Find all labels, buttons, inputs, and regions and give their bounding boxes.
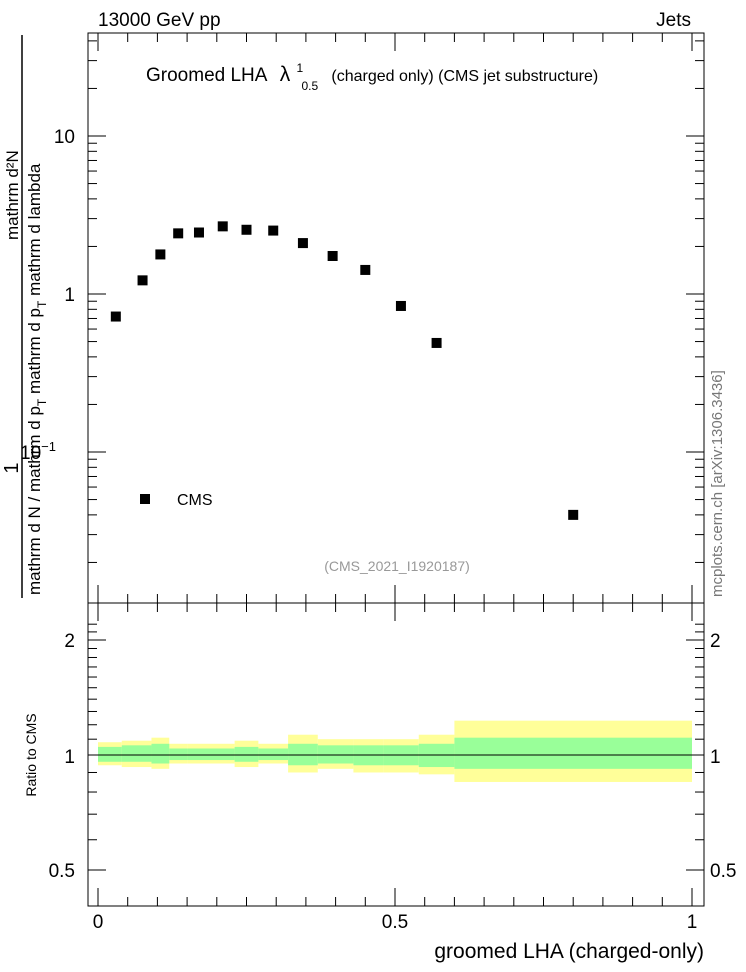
ytick-label-10: 10 bbox=[54, 127, 75, 148]
cms-data-point bbox=[568, 509, 579, 520]
ratio-band-inner bbox=[187, 748, 235, 761]
ratio-band-inner bbox=[258, 748, 289, 761]
ratio-ytick-0.5-right: 0.5 bbox=[710, 861, 736, 882]
ratio-y-ticks bbox=[88, 623, 704, 871]
cms-data-point bbox=[241, 224, 252, 235]
ratio-ytick-2-right: 2 bbox=[710, 631, 721, 652]
plot-title-symbol: λ bbox=[280, 63, 291, 86]
cms-data-markers bbox=[110, 221, 579, 520]
main-y-ticks bbox=[88, 40, 704, 563]
x-axis-label: groomed LHA (charged-only) bbox=[434, 940, 704, 963]
header-energy-label: 13000 GeV pp bbox=[98, 10, 221, 31]
ratio-band-inner bbox=[454, 737, 692, 769]
ytick-label-0.1-base: 10 bbox=[20, 443, 41, 464]
xtick-label-0: 0 bbox=[93, 912, 104, 933]
analysis-id: (CMS_2021_I1920187) bbox=[324, 558, 470, 574]
ratio-band-inner bbox=[121, 745, 152, 762]
cms-data-point bbox=[268, 225, 279, 236]
legend-marker bbox=[140, 494, 150, 504]
main-y-axis-label: 1 mathrm d N / mathrm d pT mathrm d pT m… bbox=[1, 35, 50, 598]
ratio-band-inner bbox=[317, 745, 354, 764]
ytick-label-1: 1 bbox=[64, 285, 75, 306]
ratio-ytick-1-right: 1 bbox=[710, 747, 721, 768]
cms-data-point bbox=[155, 249, 166, 260]
plot-title-main: Groomed LHA bbox=[146, 65, 268, 86]
header-process-label: Jets bbox=[656, 10, 691, 31]
ylabel-denominator: mathrm d N / mathrm d pT mathrm d pT mat… bbox=[25, 163, 50, 595]
xtick-label-0.5: 0.5 bbox=[382, 912, 408, 933]
ylabel-one: 1 bbox=[1, 462, 23, 473]
cms-data-point bbox=[193, 227, 204, 238]
ytick-label-0.1: 10−1 bbox=[20, 439, 56, 464]
ratio-band-inner bbox=[234, 746, 259, 762]
cms-data-point bbox=[217, 221, 228, 232]
plot-title-sub: 0.5 bbox=[301, 79, 318, 93]
main-plot-frame bbox=[87, 32, 705, 604]
cms-data-point bbox=[110, 311, 121, 322]
cms-data-point bbox=[360, 264, 371, 275]
ytick-label-0.1-exp: −1 bbox=[41, 439, 56, 454]
cms-data-point bbox=[297, 238, 308, 249]
cms-data-point bbox=[173, 228, 184, 239]
main-x-ticks bbox=[97, 33, 693, 603]
ratio-ytick-0.5-left: 0.5 bbox=[49, 861, 75, 882]
ratio-ytick-2-left: 2 bbox=[64, 631, 75, 652]
ratio-band-inner bbox=[98, 746, 122, 762]
ratio-ytick-1-left: 1 bbox=[64, 747, 75, 768]
plot-title-sup: 1 bbox=[296, 61, 303, 75]
ratio-bands bbox=[98, 720, 692, 782]
ylabel-numerator: mathrm d²N bbox=[3, 150, 22, 240]
plot-title-tail: (charged only) (CMS jet substructure) bbox=[331, 68, 598, 85]
ratio-x-ticks bbox=[97, 603, 693, 906]
cms-data-point bbox=[137, 275, 148, 286]
legend-label: CMS bbox=[177, 492, 213, 509]
cms-data-point bbox=[431, 337, 442, 348]
cms-data-point bbox=[395, 300, 406, 311]
ratio-band-inner bbox=[151, 743, 170, 764]
cms-data-point bbox=[327, 250, 338, 261]
xtick-label-1: 1 bbox=[687, 912, 698, 933]
side-credit-label: mcplots.cern.ch [arXiv:1306.3436] bbox=[709, 370, 726, 597]
ratio-band-inner bbox=[169, 748, 188, 761]
plot-title: Groomed LHA λ 1 0.5 (charged only) (CMS … bbox=[146, 56, 598, 95]
ratio-y-axis-label: Ratio to CMS bbox=[23, 713, 39, 796]
